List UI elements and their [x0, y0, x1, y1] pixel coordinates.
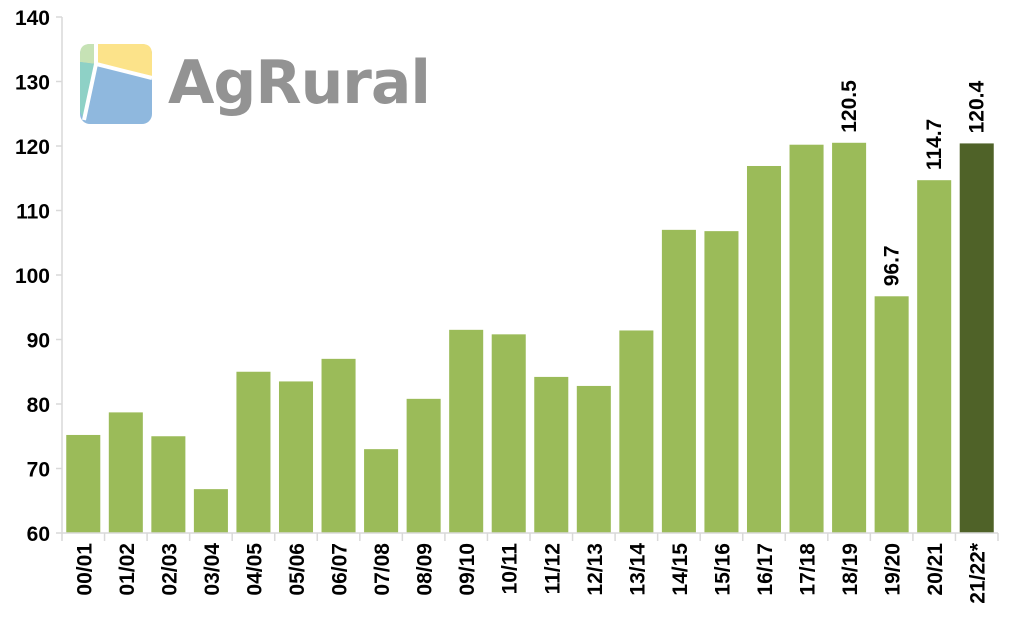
bar-12-13 [576, 385, 611, 533]
x-tick-label-11-12: 11/12 [541, 543, 564, 594]
bar-07-08 [364, 449, 399, 533]
x-tick-label-01-02: 01/02 [116, 543, 139, 596]
bar-08-09 [406, 398, 441, 533]
bar-02-03 [151, 436, 186, 533]
logo-text: AgRural [168, 48, 430, 118]
axes-group [56, 16, 999, 541]
x-tick-label-17-18: 17/18 [797, 543, 820, 596]
x-tick-label-07-08: 07/08 [371, 543, 394, 596]
data-label-20-21: 114.7 [923, 119, 946, 170]
bar-13-14 [619, 330, 654, 533]
bar-04-05 [236, 371, 271, 533]
bar-10-11 [491, 334, 526, 533]
agrural-logo: AgRural [80, 44, 431, 124]
x-ticks-group: 00/01 01/02 02/03 03/04 04/05 05/06 06/07 07/08… [73, 542, 989, 604]
x-tick-label-13-14: 13/14 [626, 543, 649, 596]
bars-group [66, 142, 994, 534]
x-tick-label-21-22: 21/22* [967, 542, 990, 604]
y-tick-label: 130 [15, 72, 50, 95]
bar-06-07 [321, 358, 356, 533]
y-tick-label: 120 [15, 136, 50, 159]
data-label-21-22: 120.4 [966, 81, 989, 134]
x-tick-label-19-20: 19/20 [882, 543, 905, 596]
bar-21-22 [959, 143, 994, 534]
x-tick-label-05-06: 05/06 [286, 543, 309, 596]
data-label-18-19: 120.5 [838, 80, 861, 133]
bar-01-02 [108, 412, 143, 533]
y-tick-label: 110 [16, 201, 50, 224]
logo-mark [80, 44, 153, 124]
bar-05-06 [278, 381, 314, 533]
x-tick-label-03-04: 03/04 [201, 543, 224, 596]
bar-15-16 [704, 231, 739, 533]
bar-14-15 [661, 229, 696, 533]
y-tick-label: 100 [15, 265, 50, 288]
bar-20-21 [917, 180, 952, 533]
x-tick-label-14-15: 14/15 [669, 543, 692, 596]
bar-09-10 [449, 329, 484, 533]
bar-17-18 [789, 144, 824, 533]
data-labels-group: 120.5 96.7 114.7 120.4 [838, 80, 989, 286]
x-tick-label-20-21: 20/21 [924, 543, 947, 596]
y-tick-label: 70 [27, 459, 50, 482]
x-tick-label-02-03: 02/03 [158, 543, 181, 596]
x-tick-label-16-17: 16/17 [754, 543, 777, 596]
data-label-19-20: 96.7 [881, 245, 904, 286]
x-tick-label-06-07: 06/07 [329, 543, 352, 596]
y-tick-label: 90 [27, 330, 50, 353]
bar-00-01 [66, 434, 101, 533]
y-tick-label: 60 [27, 523, 50, 546]
x-tick-label-04-05: 04/05 [243, 543, 266, 596]
y-tick-label: 140 [15, 7, 50, 30]
bar-18-19 [832, 142, 867, 533]
x-tick-label-08-09: 08/09 [414, 543, 437, 596]
x-tick-label-12-13: 12/13 [584, 543, 607, 596]
x-tick-label-15-16: 15/16 [711, 543, 734, 596]
bar-03-04 [193, 489, 228, 533]
bar-19-20 [874, 296, 909, 533]
bar-11-12 [534, 376, 569, 533]
x-tick-label-00-01: 00/01 [73, 543, 96, 596]
x-tick-label-18-19: 18/19 [839, 543, 862, 596]
y-ticks-group: 60 70 80 90 100 110 120 130 140 [15, 7, 50, 546]
x-tick-label-10-11: 10/11 [499, 543, 522, 595]
x-tick-label-09-10: 09/10 [456, 543, 479, 596]
y-tick-label: 80 [27, 394, 50, 417]
bar-16-17 [746, 165, 782, 533]
